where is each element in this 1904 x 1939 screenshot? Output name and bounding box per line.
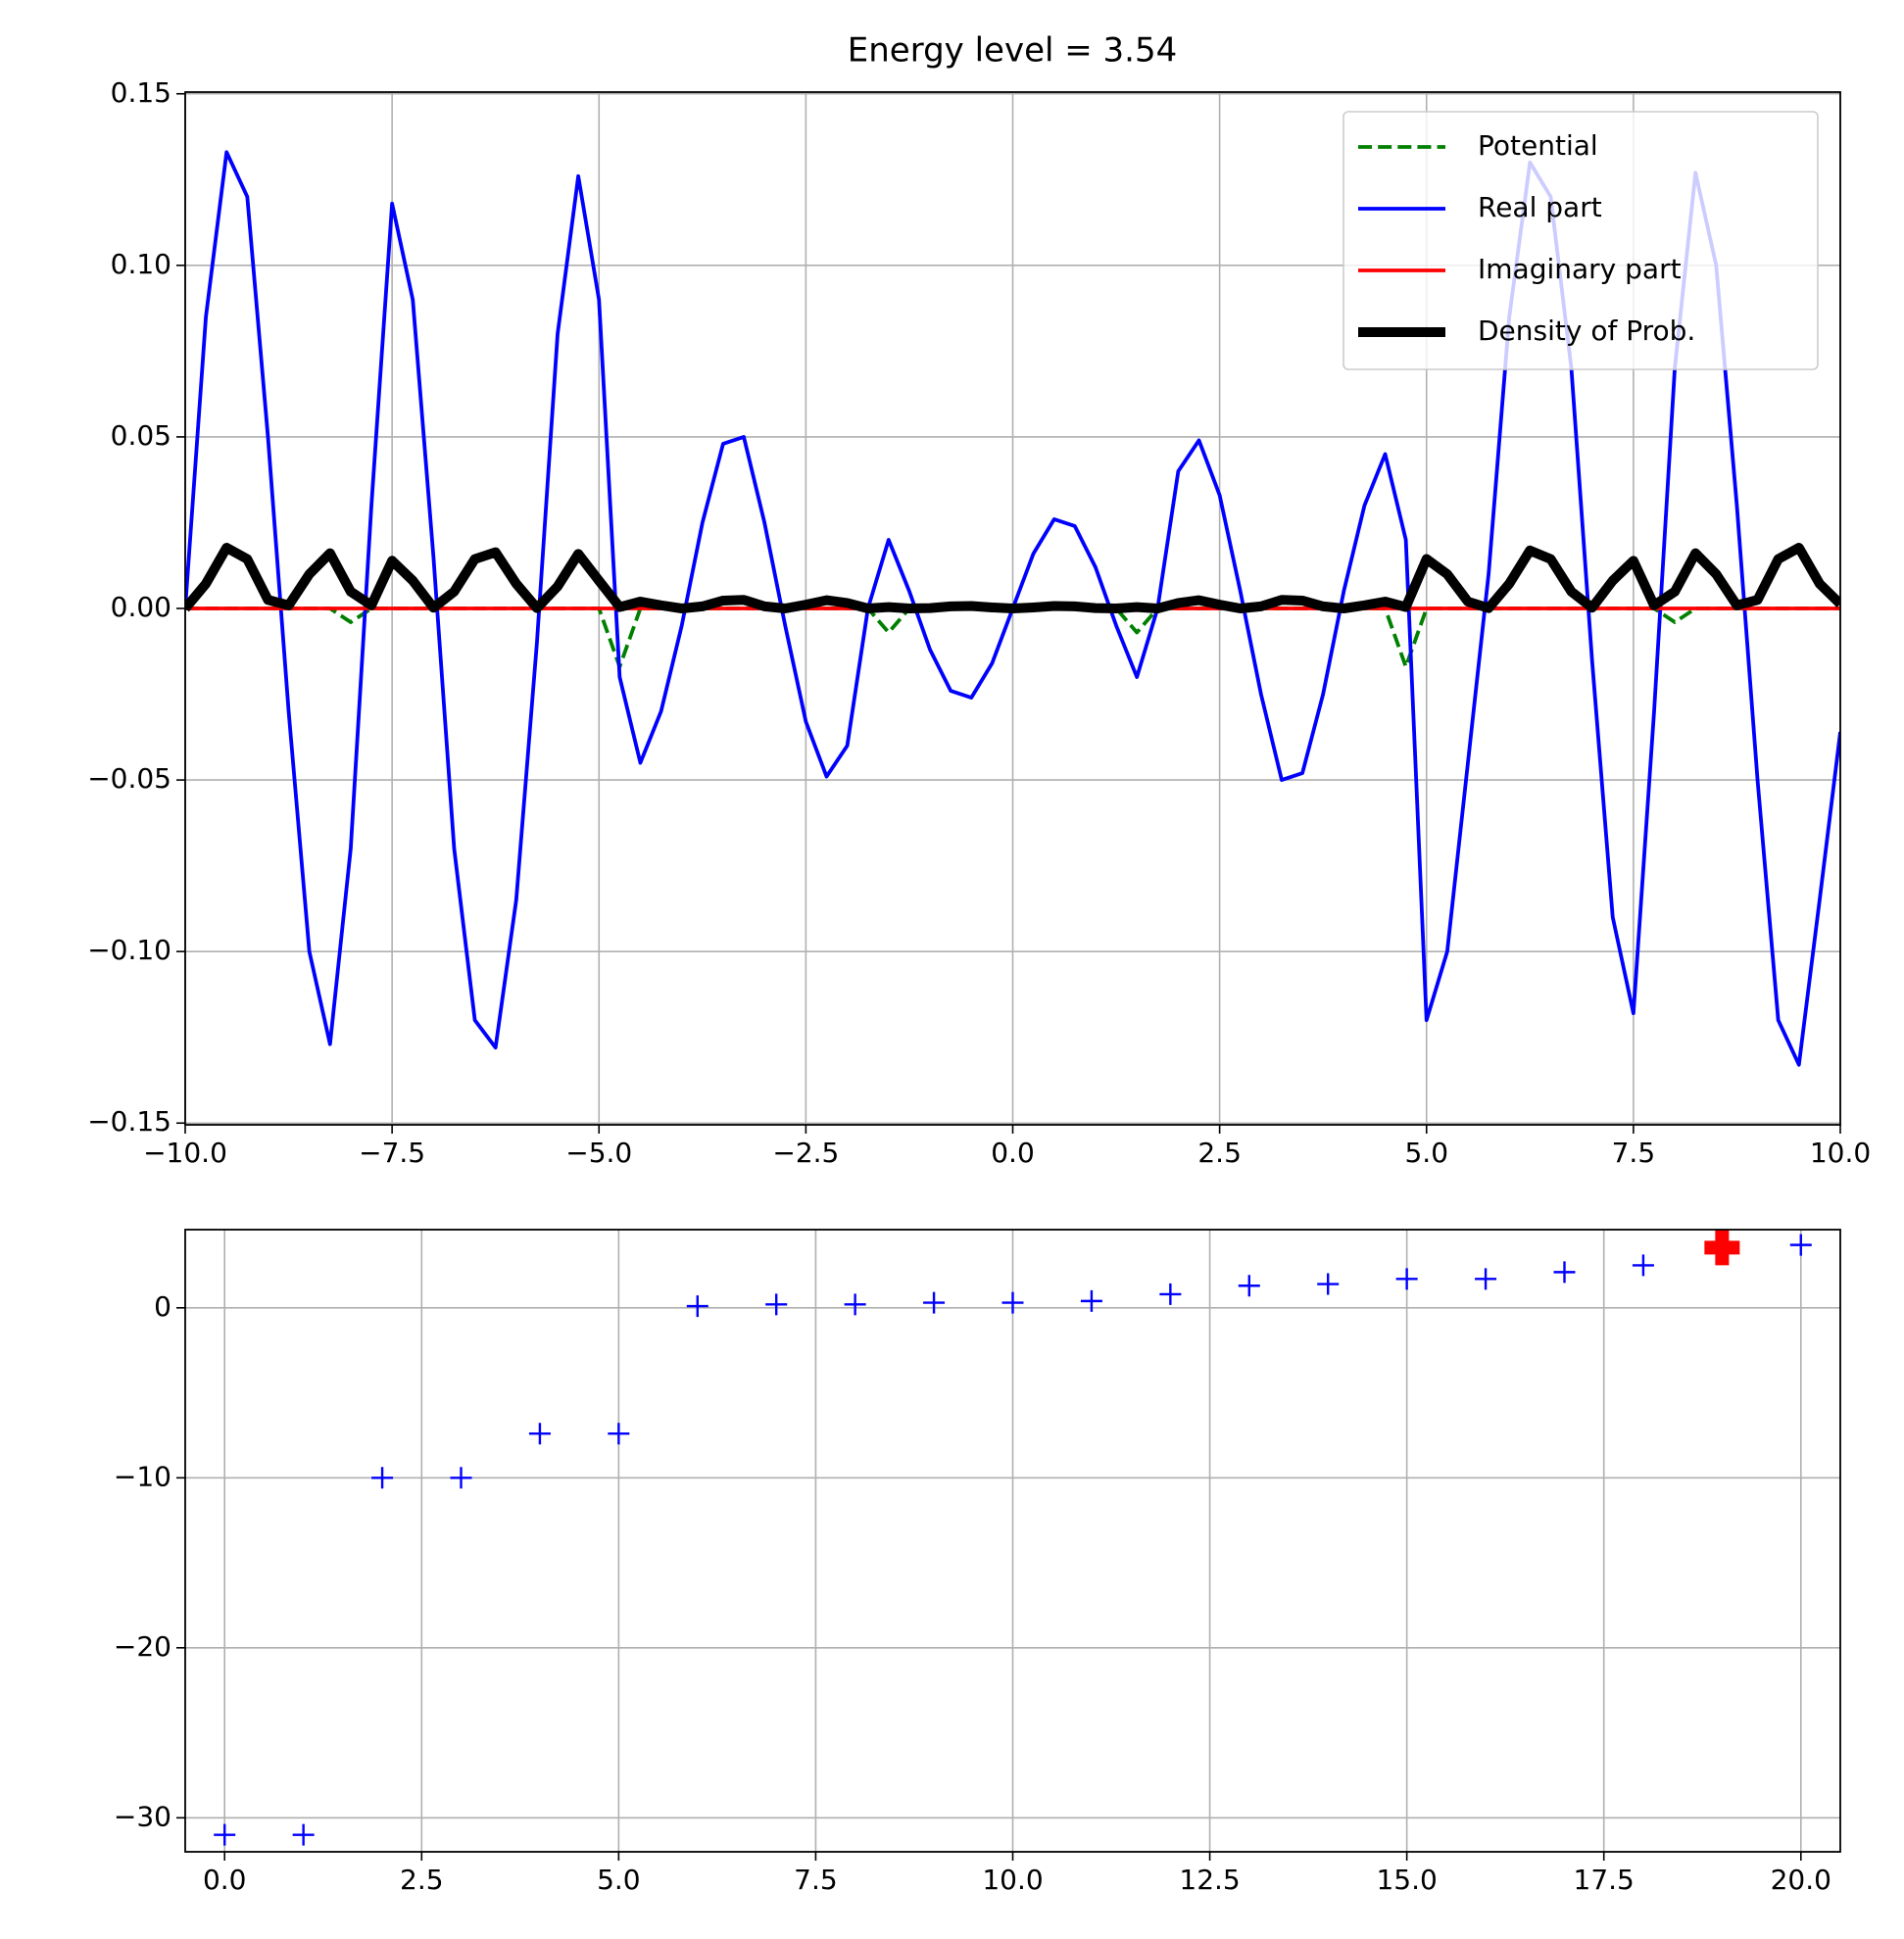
x-tick-label: −10.0 <box>143 1137 227 1169</box>
y-tick-label: 0 <box>154 1290 171 1323</box>
marker <box>214 1823 236 1846</box>
marker <box>844 1293 866 1316</box>
y-tick-label: −0.10 <box>87 934 171 966</box>
x-tick-label: 12.5 <box>1179 1864 1240 1896</box>
line-series <box>185 543 1840 613</box>
x-tick-label: 10.0 <box>1810 1137 1871 1169</box>
y-tick-label: −0.05 <box>87 762 171 795</box>
marker <box>1159 1283 1182 1305</box>
marker <box>1080 1289 1102 1312</box>
y-tick-label: −30 <box>114 1800 171 1832</box>
y-tick-label: 0.10 <box>111 248 171 280</box>
plot-area: −10.0 −7.5 −5.0 −2.5 0.0 2.5 5.0 7.5 10.0 −0.15 −0… <box>87 76 1871 1169</box>
marker <box>1632 1254 1654 1277</box>
axes-frame <box>184 1229 1841 1853</box>
x-tick-label: 17.5 <box>1574 1864 1635 1896</box>
legend-box <box>1343 111 1819 370</box>
marker <box>608 1423 630 1445</box>
x-tick-label: −7.5 <box>359 1137 425 1169</box>
y-tick-label: 0.05 <box>111 419 171 452</box>
x-tick-label: −2.5 <box>772 1137 839 1169</box>
marker <box>1789 1234 1812 1256</box>
marker <box>686 1295 708 1318</box>
marker <box>1553 1261 1576 1284</box>
x-tick-label: 20.0 <box>1771 1864 1831 1896</box>
highlight-marker <box>1704 1230 1740 1266</box>
legend-label: Density of Prob. <box>1478 315 1695 347</box>
y-tick-label: −20 <box>114 1630 171 1663</box>
marker <box>1001 1291 1024 1314</box>
marker <box>371 1467 394 1489</box>
marker <box>1238 1275 1260 1297</box>
series-group <box>214 1230 1812 1846</box>
marker <box>292 1823 315 1846</box>
x-tick-label: 7.5 <box>794 1864 838 1896</box>
legend-label: Imaginary part <box>1478 253 1682 285</box>
marker <box>765 1293 788 1316</box>
marker <box>1395 1268 1418 1290</box>
y-tick-label: −0.15 <box>87 1105 171 1138</box>
chart-title: Energy level = 3.54 <box>848 31 1178 71</box>
x-tick-label: 0.0 <box>991 1137 1035 1169</box>
legend-label: Potential <box>1478 129 1598 162</box>
marker <box>450 1467 472 1489</box>
x-tick-label: 2.5 <box>400 1864 444 1896</box>
x-tick-label: 10.0 <box>982 1864 1043 1896</box>
plot-area: 0.0 2.5 5.0 7.5 10.0 12.5 15.0 17.5 20.0 −30 −20 −1… <box>114 1229 1841 1896</box>
marker <box>528 1423 551 1445</box>
x-tick-label: 5.0 <box>1404 1137 1448 1169</box>
x-tick-label: 7.5 <box>1612 1137 1656 1169</box>
marker <box>923 1291 946 1314</box>
legend-label: Real part <box>1478 191 1602 223</box>
x-tick-label: 15.0 <box>1376 1864 1437 1896</box>
x-tick-label: 5.0 <box>597 1864 641 1896</box>
axes-frame <box>184 91 1841 1126</box>
x-tick-label: 0.0 <box>203 1864 247 1896</box>
marker <box>1475 1268 1497 1290</box>
marker <box>1317 1273 1340 1295</box>
x-tick-label: −5.0 <box>565 1137 632 1169</box>
legend: Potential Real part Imaginary part Density … <box>1343 111 1819 370</box>
y-tick-label: −10 <box>114 1460 171 1492</box>
x-tick-label: 2.5 <box>1197 1137 1242 1169</box>
y-tick-label: 0.00 <box>111 591 171 623</box>
y-tick-label: 0.15 <box>111 76 171 109</box>
